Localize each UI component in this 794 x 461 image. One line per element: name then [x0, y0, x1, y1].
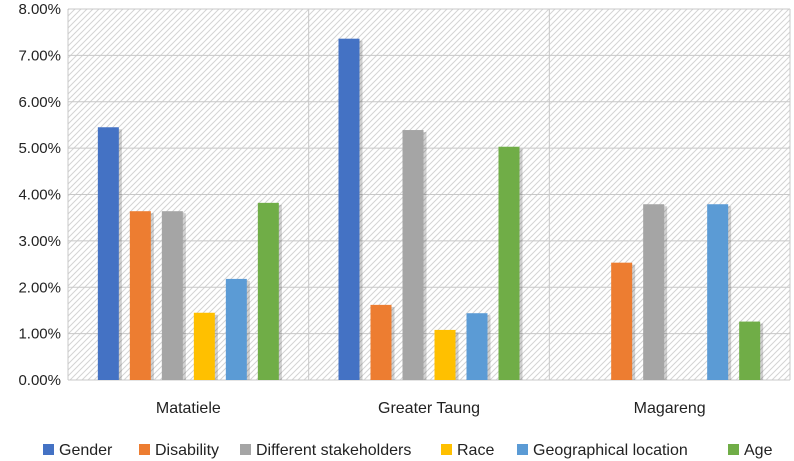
legend: Gender Disability Different stakeholders Ra… [43, 442, 773, 459]
bar-1-0 [338, 38, 360, 381]
y-tick-label: 6.00% [18, 94, 61, 111]
legend-label: Race [457, 442, 494, 459]
bar-0-2 [161, 211, 183, 380]
legend-label: Age [744, 442, 773, 459]
bars [97, 38, 764, 381]
y-tick-label: 8.00% [18, 1, 61, 18]
bar-2-4 [707, 204, 729, 380]
bar-0-3 [193, 312, 215, 380]
x-category-label: Magareng [634, 400, 706, 417]
legend-label: Gender [59, 442, 113, 459]
y-axis-ticks: 0.00% 1.00% 2.00% 3.00% 4.00% 5.00% 6.00% 7.00%… [18, 1, 61, 389]
y-tick-label: 0.00% [18, 372, 61, 389]
x-axis-categories: Matatiele Greater Taung Magareng [156, 400, 706, 417]
bar-0-4 [225, 278, 247, 380]
legend-label: Different stakeholders [256, 442, 411, 459]
y-tick-label: 1.00% [18, 326, 61, 343]
legend-swatch [728, 444, 739, 455]
bar-1-5 [498, 146, 520, 380]
gridlines [67, 8, 791, 381]
legend-swatch [139, 444, 150, 455]
legend-label: Geographical location [533, 442, 688, 459]
legend-swatch [441, 444, 452, 455]
legend-label: Disability [155, 442, 219, 459]
bar-0-0 [97, 127, 119, 380]
x-category-label: Matatiele [156, 400, 221, 417]
x-category-label: Greater Taung [378, 400, 480, 417]
legend-swatch [240, 444, 251, 455]
bar-2-5 [739, 321, 761, 380]
y-tick-label: 3.00% [18, 233, 61, 250]
bar-1-3 [434, 329, 456, 380]
bar-1-1 [370, 304, 392, 380]
bar-0-1 [129, 211, 151, 380]
legend-swatch [517, 444, 528, 455]
bar-2-1 [611, 262, 633, 380]
y-tick-label: 2.00% [18, 279, 61, 296]
bar-1-4 [466, 313, 488, 380]
y-tick-label: 5.00% [18, 140, 61, 157]
bar-1-2 [402, 130, 424, 380]
y-tick-label: 7.00% [18, 47, 61, 64]
bar-2-2 [643, 204, 665, 380]
bar-0-5 [257, 202, 279, 380]
y-tick-label: 4.00% [18, 187, 61, 204]
legend-swatch [43, 444, 54, 455]
